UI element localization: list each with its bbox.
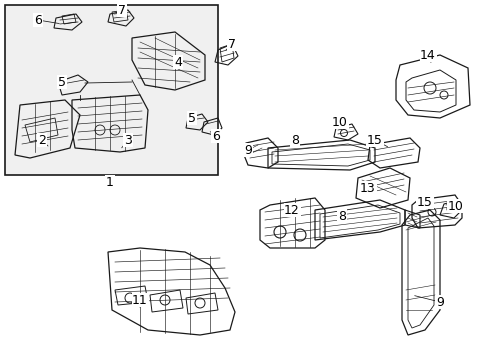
Text: 11: 11 [132, 293, 147, 306]
Text: 12: 12 [284, 203, 299, 216]
Text: 9: 9 [435, 296, 443, 309]
Text: 5: 5 [187, 112, 196, 125]
Text: 13: 13 [359, 181, 375, 194]
Text: 6: 6 [34, 14, 42, 27]
Text: 6: 6 [212, 130, 220, 143]
Text: 14: 14 [419, 49, 435, 62]
Text: 8: 8 [337, 210, 346, 222]
Text: 10: 10 [447, 199, 463, 212]
Text: 2: 2 [38, 134, 46, 147]
Text: 10: 10 [331, 116, 347, 129]
Text: 1: 1 [106, 176, 114, 189]
Text: 7: 7 [118, 4, 126, 17]
Text: 3: 3 [124, 134, 132, 147]
Text: 15: 15 [416, 195, 432, 208]
Text: 5: 5 [58, 76, 66, 89]
Text: 8: 8 [290, 134, 298, 147]
Text: 7: 7 [227, 37, 236, 50]
Text: 4: 4 [174, 55, 182, 68]
Bar [5, 5, 218, 175]
Text: 15: 15 [366, 134, 382, 147]
Text: 9: 9 [244, 144, 251, 157]
